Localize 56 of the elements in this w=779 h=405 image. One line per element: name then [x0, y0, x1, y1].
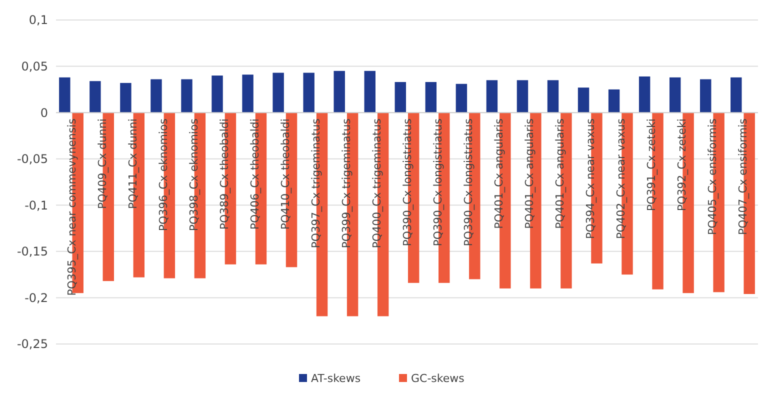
bar	[59, 77, 70, 113]
x-tick-label: PQ397_Cx trigeminatus	[309, 118, 322, 248]
bar	[608, 89, 620, 113]
x-tick-label: PQ399_Cx trigeminatus	[340, 118, 353, 248]
x-tick-label: PQ406_Cx theobaldi	[248, 118, 262, 230]
y-tick-label: -0,1	[24, 198, 48, 212]
bar	[242, 74, 254, 113]
y-tick-label: 0,05	[21, 59, 48, 74]
y-tick-label: -0,15	[16, 244, 48, 259]
bar	[212, 76, 223, 113]
x-tick-label: PQ405_Cx ensiformis	[706, 118, 720, 236]
x-tick-label: PQ389_Cx theobaldi	[218, 118, 231, 230]
x-tick-label: PQ401_Cx angularis	[554, 118, 567, 229]
x-tick-label: PQ407_Cx ensiformis	[736, 118, 750, 236]
x-tick-label: PQ402_Cx near vaxus	[614, 118, 628, 240]
bar	[394, 82, 406, 113]
bar	[364, 70, 376, 113]
x-tick-label: PQ394_Cx near vaxus	[584, 118, 598, 240]
x-tick-label: PQ392_Cx zeteki	[676, 118, 689, 212]
bar	[578, 88, 590, 113]
bar	[486, 80, 498, 113]
bar	[456, 84, 468, 113]
x-tick-label: PQ411_Cx dunni	[126, 118, 140, 210]
bar	[272, 72, 284, 113]
bar	[516, 80, 528, 113]
bar	[638, 76, 650, 113]
bar	[669, 77, 681, 113]
x-tick-label: PQ401_Cx angularis	[492, 118, 506, 229]
x-tick-label: PQ390_Cx longistriatus	[401, 118, 414, 246]
x-tick-label: PQ395_Cx near commevynensis	[65, 118, 78, 296]
x-tick-label: PQ409_Cx dunni	[96, 118, 109, 210]
x-tick-label: PQ400_Cx trigeminatus	[370, 118, 384, 248]
bar	[120, 82, 132, 113]
x-tick-label: PQ391_Cx zeteki	[645, 118, 658, 212]
bar	[730, 77, 742, 113]
bar	[303, 72, 314, 113]
legend-label: GC-skews	[411, 372, 465, 385]
x-tick-label: PQ390_Cx longistriatus	[462, 118, 476, 246]
x-tick-label: PQ401_Cx angularis	[523, 118, 536, 229]
bar	[90, 81, 101, 113]
bar	[547, 80, 559, 113]
bar	[425, 82, 437, 113]
y-tick-label: 0	[40, 106, 48, 120]
bar	[334, 70, 345, 113]
x-tick-label: PQ396_Cx eknomios	[156, 118, 170, 232]
bar	[181, 79, 192, 113]
legend-label: AT-skews	[311, 372, 361, 385]
x-tick-label: PQ410_Cx theobaldi	[278, 118, 292, 230]
y-tick-label: -0,2	[24, 290, 48, 305]
y-tick-label: -0,25	[16, 337, 48, 352]
x-tick-label: PQ390_Cx longistriatus	[432, 118, 445, 246]
bar	[150, 79, 162, 113]
bar	[700, 79, 712, 113]
x-tick-label: PQ398_Cx eknomios	[187, 118, 200, 232]
y-tick-label: 0,1	[28, 13, 48, 28]
y-tick-label: -0,05	[16, 152, 48, 166]
